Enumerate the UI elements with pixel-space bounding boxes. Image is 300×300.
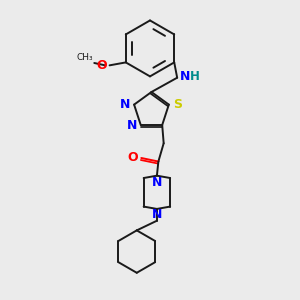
- Text: N: N: [152, 176, 163, 189]
- Text: N: N: [127, 119, 137, 132]
- Text: S: S: [173, 98, 182, 110]
- Text: CH₃: CH₃: [76, 53, 93, 62]
- Text: H: H: [190, 70, 200, 83]
- Text: N: N: [179, 70, 190, 83]
- Text: O: O: [97, 59, 107, 72]
- Text: N: N: [152, 208, 163, 221]
- Text: N: N: [120, 98, 130, 111]
- Text: O: O: [128, 151, 138, 164]
